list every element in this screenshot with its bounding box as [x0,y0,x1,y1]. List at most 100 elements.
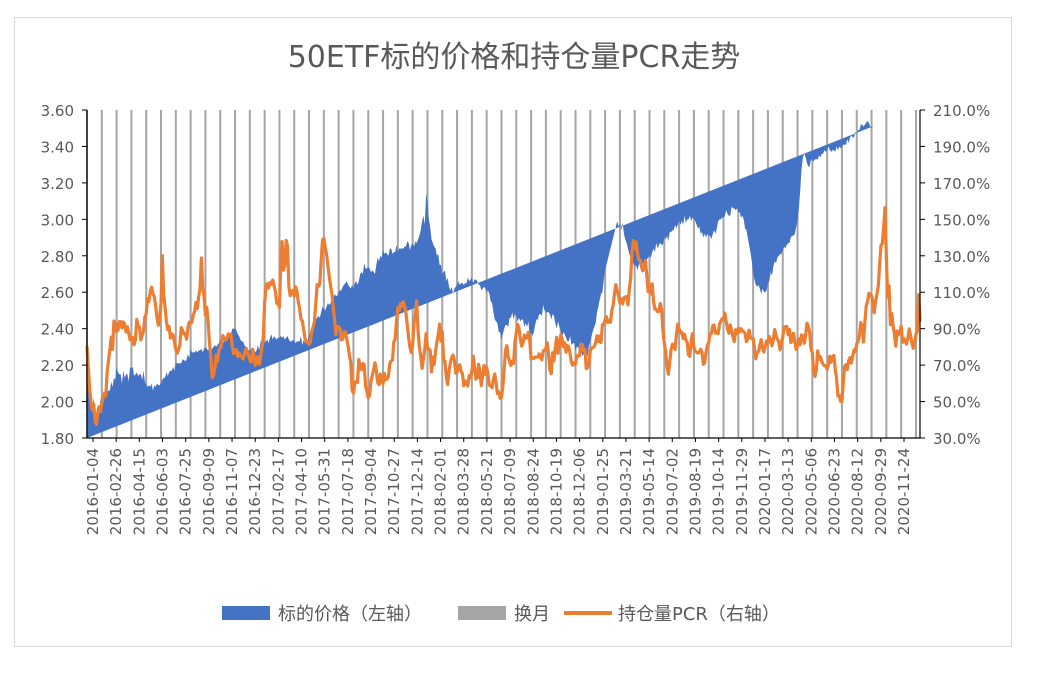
left-tick-label: 3.00 [41,211,74,229]
right-tick-label: 30.0% [933,430,981,448]
rollover-bar-17 [337,110,340,438]
x-axis-ticks: 2016-01-04 2016-02-26 2016-04-15 2016-06-03… [84,438,913,535]
left-tick-label: 2.60 [41,284,74,302]
rollover-bar-3 [130,110,133,438]
rollover-bar-44 [737,110,740,438]
left-tick-label: 3.20 [41,175,74,193]
x-tick-label: 2016-11-07 [223,448,241,535]
x-tick-label: 2020-05-06 [802,448,820,535]
x-tick-label: 2020-03-13 [779,448,797,535]
legend-swatch-rollover [458,606,506,620]
rollover-bar-56 [914,110,917,438]
x-tick-label: 2020-08-12 [849,448,867,535]
left-tick-label: 1.80 [41,430,74,448]
right-tick-label: 130.0% [933,248,990,266]
x-tick-label: 2018-12-06 [571,448,589,535]
rollover-bar-47 [781,110,784,438]
x-tick-label: 2018-03-28 [455,448,473,535]
left-tick-label: 2.00 [41,394,74,412]
rollover-bar-39 [663,110,666,438]
x-tick-label: 2019-03-21 [617,448,635,535]
x-tick-label: 2016-02-26 [107,448,125,535]
left-tick-label: 2.40 [41,321,74,339]
x-tick-label: 2020-01-17 [756,448,774,535]
rollover-bar-52 [855,110,858,438]
right-tick-label: 150.0% [933,211,990,229]
x-tick-label: 2018-08-24 [524,448,542,535]
legend-label-pcr: 持仓量PCR（右轴） [618,604,780,625]
left-tick-label: 3.40 [41,138,74,156]
price-area [87,120,873,439]
legend-label-price: 标的价格（左轴） [278,604,422,625]
x-tick-label: 2019-05-14 [640,448,658,535]
left-tick-label: 2.80 [41,248,74,266]
rollover-bar-16 [322,110,325,438]
rollover-bar-35 [604,110,607,438]
x-tick-label: 2016-04-15 [130,448,148,535]
rollover-bar-2 [115,110,118,438]
rollover-bar-42 [707,110,710,438]
pcr-line [85,206,922,427]
rollover-bar-8 [204,110,207,438]
x-tick-label: 2017-05-31 [316,448,334,535]
x-tick-label: 2017-09-04 [362,448,380,535]
legend-swatch-price [222,606,270,620]
x-tick-label: 2017-10-27 [385,448,403,535]
rollover-bar-12 [263,110,266,438]
right-tick-label: 50.0% [933,394,981,412]
rollover-bar-10 [234,110,237,438]
right-tick-label: 170.0% [933,175,990,193]
right-axis-ticks: 30.0% 50.0% 70.0% 90.0% 110.0% 130.0% 150.0% 17… [920,102,990,448]
x-tick-label: 2016-07-25 [177,448,195,535]
x-tick-label: 2016-12-23 [246,448,264,535]
legend: 标的价格（左轴） 换月 持仓量PCR（右轴） [222,604,780,625]
x-tick-label: 2017-02-17 [269,448,287,535]
right-tick-label: 70.0% [933,357,981,375]
rollover-bar-48 [796,110,799,438]
x-tick-label: 2019-11-29 [733,448,751,535]
rollover-bar-51 [840,110,843,438]
legend-label-rollover: 换月 [514,604,550,625]
x-tick-label: 2018-07-09 [501,448,519,535]
x-tick-label: 2019-07-02 [663,448,681,535]
rollover-bar-4 [145,110,148,438]
x-tick-label: 2018-05-21 [478,448,496,535]
rollover-bar-27 [485,110,488,438]
x-tick-label: 2016-01-04 [84,448,102,535]
rollover-bar-40 [678,110,681,438]
rollover-bar-6 [174,110,177,438]
x-tick-label: 2018-02-01 [432,448,450,535]
x-tick-label: 2018-10-19 [547,448,565,535]
right-tick-label: 190.0% [933,138,990,156]
rollover-bar-26 [470,110,473,438]
rollover-bar-11 [248,110,251,438]
rollover-bar-43 [722,110,725,438]
rollover-bar-7 [189,110,192,438]
right-tick-label: 110.0% [933,284,990,302]
rollover-bar-36 [618,110,621,438]
x-tick-label: 2020-06-23 [825,448,843,535]
rollover-bar-37 [633,110,636,438]
rollover-bar-25 [456,110,459,438]
rollover-bar-55 [900,110,903,438]
x-tick-label: 2019-10-14 [710,448,728,535]
rollover-bar-15 [308,110,311,438]
rollover-bar-50 [826,110,829,438]
x-tick-label: 2017-12-14 [408,448,426,535]
rollover-bar-14 [293,110,296,438]
x-tick-label: 2016-09-09 [200,448,218,535]
rollover-bar-18 [352,110,355,438]
right-tick-label: 90.0% [933,321,981,339]
left-axis-ticks: 1.80 2.00 2.20 2.40 2.60 2.80 3.00 3.20 3.40 3.60 [41,102,87,448]
left-tick-label: 3.60 [41,102,74,120]
rollover-bar-41 [692,110,695,438]
x-tick-label: 2016-06-03 [154,448,172,535]
rollover-bar-1 [100,110,103,438]
left-tick-label: 2.20 [41,357,74,375]
rollover-bar-53 [870,110,873,438]
rollover-bar-38 [648,110,651,438]
x-tick-label: 2020-09-29 [872,448,890,535]
x-tick-label: 2019-08-19 [686,448,704,535]
right-tick-label: 210.0% [933,102,990,120]
